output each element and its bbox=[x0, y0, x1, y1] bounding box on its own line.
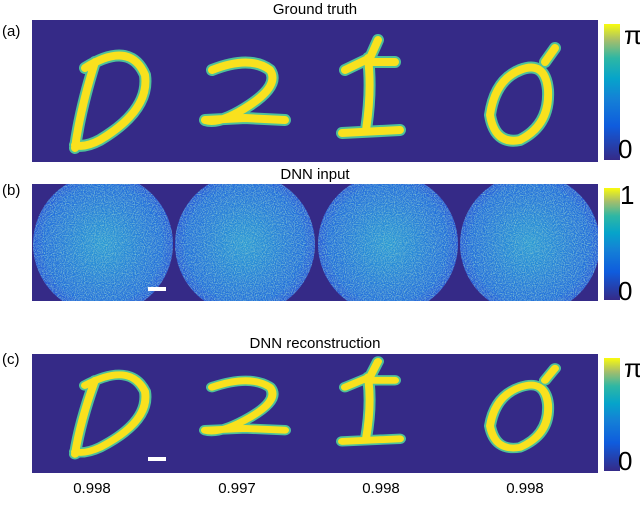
panel-title: Ground truth bbox=[273, 1, 357, 18]
colorbar bbox=[604, 358, 620, 471]
panel-label: (c) bbox=[2, 351, 20, 368]
colorbar bbox=[604, 188, 620, 300]
score: 0.997 bbox=[218, 480, 256, 497]
scores: 0.998 0.997 0.998 0.998 bbox=[73, 480, 544, 497]
colorbar bbox=[604, 24, 620, 160]
colorbar-label: π bbox=[624, 353, 640, 383]
colorbar-label: π bbox=[624, 20, 640, 50]
panel-title: DNN input bbox=[280, 166, 350, 183]
colorbar-label: 0 bbox=[618, 134, 632, 164]
scale-bar bbox=[148, 287, 166, 291]
score: 0.998 bbox=[73, 480, 111, 497]
speckle-discs bbox=[33, 184, 598, 301]
score: 0.998 bbox=[506, 480, 544, 497]
panel-title: DNN reconstruction bbox=[250, 335, 381, 352]
panel-label: (a) bbox=[2, 23, 20, 40]
panel-label: (b) bbox=[2, 182, 20, 199]
colorbar-label: 0 bbox=[618, 276, 632, 306]
colorbar-label: 0 bbox=[618, 446, 632, 476]
scale-bar bbox=[148, 457, 166, 461]
colorbar-label: 1 bbox=[620, 180, 634, 210]
score: 0.998 bbox=[362, 480, 400, 497]
